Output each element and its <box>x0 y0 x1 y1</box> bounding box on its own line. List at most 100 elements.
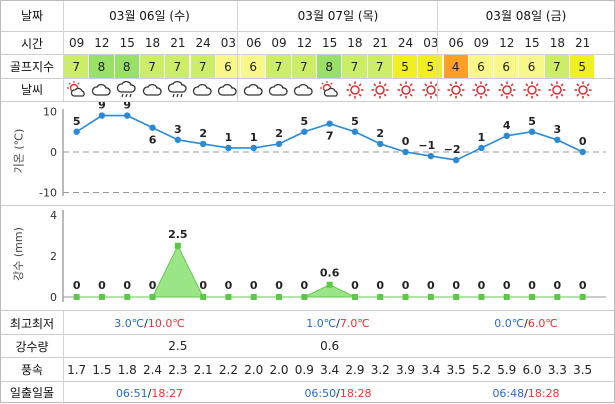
precipitation-label: 0 <box>275 279 283 292</box>
precipitation-point <box>326 281 333 288</box>
max-temp: 10.0℃ <box>147 316 185 330</box>
precipitation-label: 0 <box>402 279 410 292</box>
cloud-rain-icon <box>115 79 140 101</box>
temp-axis-label-wrap: 기온 (℃) <box>3 126 33 176</box>
hour-cell: 12 <box>296 36 312 50</box>
precip-amount-cell <box>494 335 519 357</box>
wind-cell: 2.0 <box>269 362 289 377</box>
precipitation-point <box>276 294 283 300</box>
cloud-icon <box>191 79 216 101</box>
sun-icon <box>570 79 595 101</box>
precip-amount-cell <box>89 335 114 357</box>
min-temp: 0.0℃ <box>494 316 525 330</box>
precip-axis-label: 강수 (mm) <box>12 227 26 281</box>
temperature-label: 6 <box>149 134 157 147</box>
temperature-point <box>98 112 106 119</box>
sun-icon <box>545 79 570 101</box>
golf-index-cell: 8 <box>317 55 343 78</box>
hour-cell: 15 <box>322 36 338 50</box>
day-header: 03월 08일 (금) <box>485 8 567 23</box>
golf-index-cell: 7 <box>291 55 317 78</box>
precipitation-label: 0 <box>427 279 435 292</box>
hour-cell: 24 <box>397 36 414 50</box>
cloud-icon <box>89 79 114 101</box>
temperature-label: 3 <box>554 123 562 136</box>
temp-tick-label: -10 <box>39 187 57 200</box>
precip-amount-cell <box>444 335 469 357</box>
temperature-label: −2 <box>444 143 461 156</box>
precipitation-chart: 4 2 0 0 0 0 0 2.5 0 0 0 0 0 0.6 0 0 0 0 0 0 0 0 0 0 <box>50 209 606 304</box>
precipitation-label: 0 <box>199 279 207 292</box>
hour-cell: 21 <box>575 36 591 50</box>
sunset-time: 18:28 <box>527 386 560 400</box>
row-label-weather: 날씨 <box>20 82 44 97</box>
temperature-point <box>73 128 80 135</box>
sun-icon <box>418 79 443 101</box>
precipitation-label: 0 <box>478 279 486 292</box>
hour-cell: 18 <box>549 36 565 50</box>
temperature-label: 9 <box>98 101 106 112</box>
golf-index-cell: 7 <box>342 55 368 78</box>
temperature-label: −1 <box>418 139 435 152</box>
precipitation-point <box>73 294 80 300</box>
precip-axis-label-wrap: 강수 (mm) <box>3 227 33 281</box>
minmax-day-3: 0.0℃/6.0℃ <box>438 313 614 333</box>
precipitation-point <box>427 294 434 300</box>
temperature-point <box>199 140 207 148</box>
precipitation-point <box>503 294 510 300</box>
precipitation-label: 0 <box>351 279 359 292</box>
temperature-label: 9 <box>123 101 131 112</box>
wind-cell: 3.5 <box>573 362 593 377</box>
precipitation-label: 0 <box>301 279 309 292</box>
precipitation-label: 0 <box>123 279 131 292</box>
precip-amount-cell <box>64 335 89 357</box>
min-temp: 1.0℃ <box>306 316 337 330</box>
precip-amount-cell <box>115 335 140 357</box>
sun-icon <box>444 79 469 101</box>
sun-icon <box>469 79 494 101</box>
row-label-minmax: 최고최저 <box>9 316 55 331</box>
hour-cell: 12 <box>499 36 515 50</box>
temperature-point <box>503 132 510 139</box>
temperature-point <box>351 128 359 135</box>
golf-index-cell: 7 <box>544 55 570 78</box>
precipitation-point <box>174 242 181 249</box>
sun-cloud-icon <box>317 79 342 101</box>
temperature-point <box>579 148 586 156</box>
cloud-icon <box>241 79 266 101</box>
temperature-point <box>250 144 257 152</box>
wind-cell: 3.4 <box>421 362 441 377</box>
sun-day-1: 06:51/18:27 <box>63 384 236 402</box>
temp-separator: / <box>524 316 528 330</box>
temperature-label: 7 <box>326 130 334 143</box>
golf-index-cell: 4 <box>443 55 469 78</box>
precipitation-label: 0 <box>503 279 511 292</box>
max-temp: 6.0℃ <box>527 316 558 330</box>
temperature-chart: 10 0 -10 5 9 9 6 3 2 1 1 2 5 7 5 2 0 −1 −2 1 4 5 3 0 <box>39 101 606 200</box>
hour-cell: 15 <box>119 36 135 50</box>
precip-amount-cell <box>368 335 393 357</box>
golf-index-cell: 6 <box>241 55 267 78</box>
row-label-wind: 풍속 <box>20 362 44 377</box>
precipitation-point <box>478 294 485 300</box>
sun-icon <box>368 79 393 101</box>
precipitation-point <box>124 294 131 300</box>
hour-cell: 15 <box>524 36 540 50</box>
row-label-sun: 일출일몰 <box>9 385 55 400</box>
precip-amount-cell <box>292 335 317 357</box>
sunset-time: 18:28 <box>339 386 372 400</box>
temperature-label: 2 <box>275 127 283 140</box>
hour-cell: 09 <box>69 36 85 50</box>
precipitation-point <box>351 294 358 300</box>
precip-amount-cell <box>266 335 291 357</box>
precip-amount-cell <box>216 335 241 357</box>
hour-cell: 06 <box>448 36 464 50</box>
cloud-icon <box>140 79 165 101</box>
golf-index-cell: 5 <box>392 55 419 78</box>
temperature-label: 5 <box>73 115 81 128</box>
temp-axis-label: 기온 (℃) <box>12 128 25 174</box>
precipitation-label: 0 <box>528 279 536 292</box>
temperature-point <box>528 128 536 135</box>
precipitation-label: 0 <box>452 279 460 292</box>
sun-icon <box>519 79 544 101</box>
